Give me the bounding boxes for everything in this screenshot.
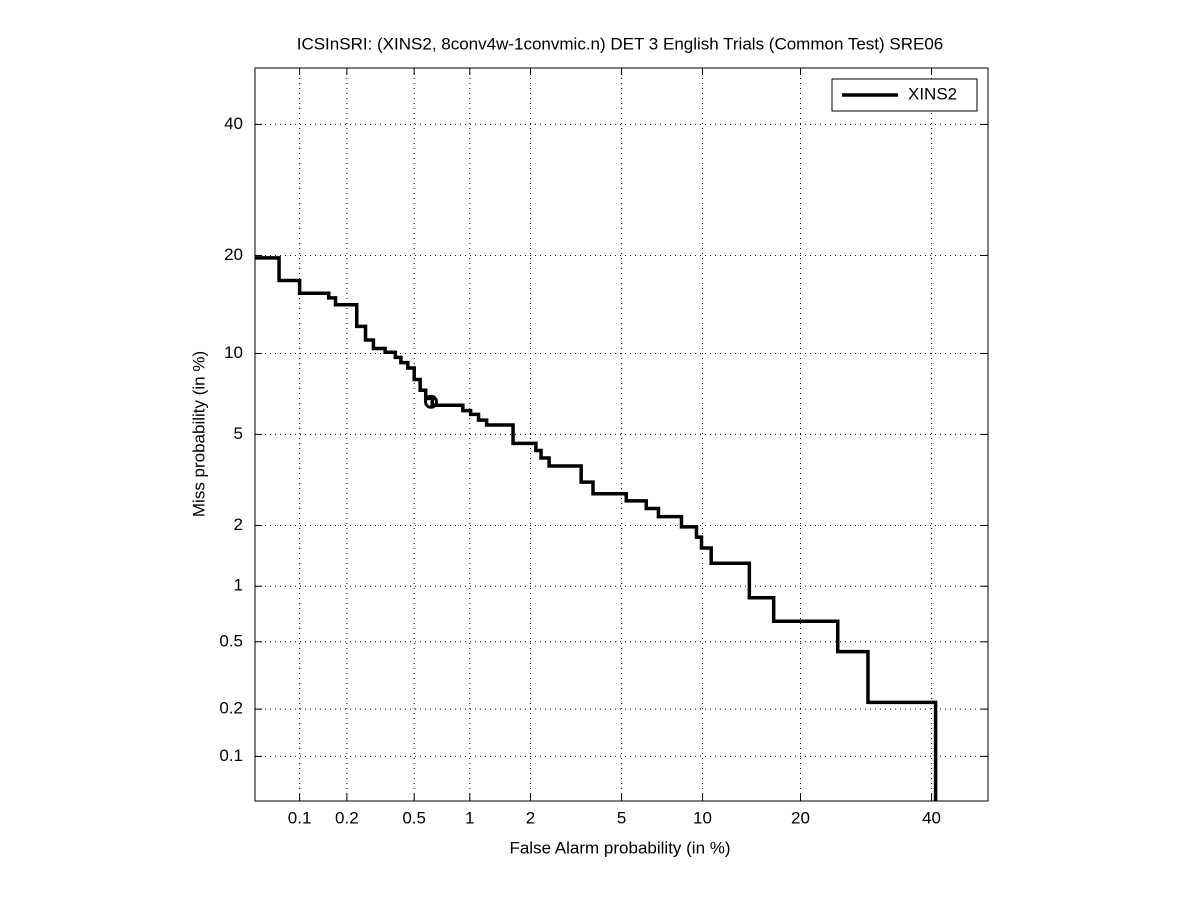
y-tick-label: 40 <box>224 114 243 133</box>
y-tick-label: 5 <box>234 424 243 443</box>
x-tick-label: 20 <box>791 808 810 827</box>
legend: XINS2 <box>831 78 978 112</box>
y-axis-label: Miss probability (in %) <box>189 351 208 517</box>
y-tick-label: 20 <box>224 245 243 264</box>
y-tick-label: 10 <box>224 343 243 362</box>
x-tick-label: 0.1 <box>288 808 312 827</box>
chart-title: ICSInSRI: (XINS2, 8conv4w-1convmic.n) DE… <box>297 34 944 53</box>
x-tick-label: 0.5 <box>402 808 426 827</box>
min-dcf-marker <box>423 394 438 409</box>
x-tick-label: 1 <box>465 808 474 827</box>
y-tick-label: 1 <box>234 576 243 595</box>
legend-label: XINS2 <box>908 84 957 103</box>
x-tick-label: 40 <box>922 808 941 827</box>
x-tick-label: 10 <box>693 808 712 827</box>
plot-area <box>255 256 938 801</box>
x-axis-label: False Alarm probability (in %) <box>509 838 730 857</box>
grid <box>255 68 988 801</box>
axes-box <box>254 67 989 802</box>
y-tick-label: 0.2 <box>219 699 243 718</box>
y-tick-label: 0.5 <box>219 631 243 650</box>
x-tick-label: 0.2 <box>335 808 359 827</box>
x-tick-label: 5 <box>617 808 626 827</box>
y-tick-label: 2 <box>234 515 243 534</box>
y-tick-label: 0.1 <box>219 746 243 765</box>
det-curve <box>255 256 938 801</box>
x-tick-label: 2 <box>526 808 535 827</box>
